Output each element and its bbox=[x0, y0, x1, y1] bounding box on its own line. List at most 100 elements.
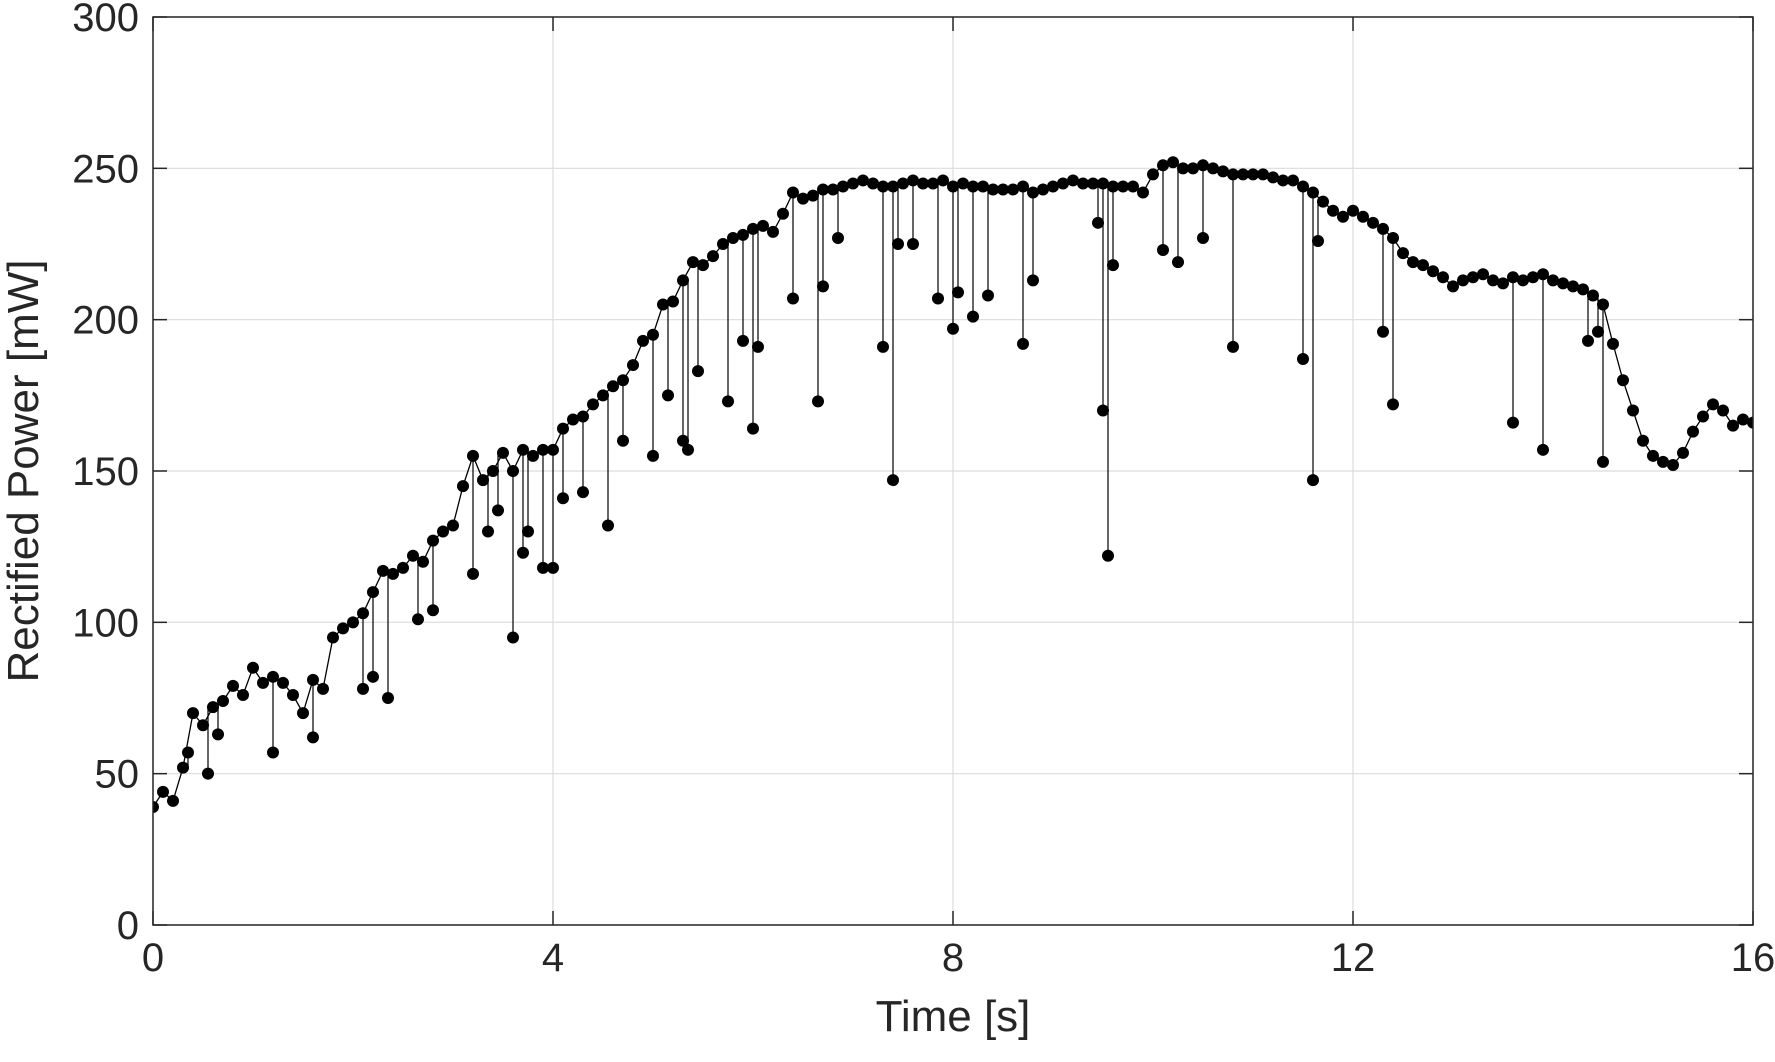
data-point bbox=[1237, 168, 1249, 181]
data-point bbox=[347, 616, 359, 629]
data-point bbox=[167, 794, 179, 807]
data-point bbox=[1187, 162, 1199, 175]
dropout-point bbox=[1597, 455, 1609, 468]
dropout-point bbox=[517, 546, 529, 559]
dropout-point bbox=[202, 767, 214, 780]
data-point bbox=[417, 555, 429, 568]
data-point bbox=[1217, 165, 1229, 178]
y-axis-label: Rectified Power [mW] bbox=[0, 260, 48, 683]
dropout-point bbox=[382, 692, 394, 704]
data-point bbox=[1027, 186, 1039, 199]
data-point bbox=[947, 180, 959, 193]
y-tick-label: 100 bbox=[72, 601, 139, 645]
dropout-point bbox=[367, 670, 379, 683]
dropout-point bbox=[947, 322, 959, 335]
data-point bbox=[447, 519, 459, 532]
data-point bbox=[1297, 180, 1309, 193]
data-point bbox=[1747, 416, 1753, 429]
data-point bbox=[717, 238, 729, 250]
dropout-point bbox=[1157, 244, 1169, 257]
dropout-point bbox=[1307, 474, 1319, 487]
data-point bbox=[1507, 271, 1519, 284]
dropout-point bbox=[877, 340, 889, 353]
dropout-point bbox=[737, 334, 749, 347]
data-point bbox=[1567, 280, 1579, 293]
data-point bbox=[1377, 222, 1389, 235]
data-point bbox=[507, 465, 519, 477]
data-point bbox=[887, 180, 899, 193]
data-point bbox=[1367, 216, 1379, 229]
dropout-point bbox=[1197, 231, 1209, 244]
data-point bbox=[1317, 195, 1329, 208]
data-point bbox=[1627, 404, 1639, 417]
data-point bbox=[517, 443, 529, 456]
dropout-point bbox=[212, 728, 224, 741]
plot-area bbox=[153, 156, 1753, 813]
dropout-point bbox=[682, 443, 694, 456]
data-point bbox=[1657, 455, 1669, 468]
dropout-point bbox=[492, 504, 504, 517]
data-point bbox=[497, 446, 509, 459]
data-point bbox=[1557, 277, 1569, 290]
dropout-point bbox=[482, 525, 494, 538]
data-point bbox=[1277, 174, 1289, 187]
dropout-point bbox=[522, 525, 534, 538]
y-tick-label: 200 bbox=[72, 299, 139, 343]
data-point bbox=[357, 607, 369, 620]
data-point bbox=[217, 695, 229, 708]
dropout-point bbox=[1592, 325, 1604, 338]
dropout-point bbox=[507, 631, 519, 644]
data-point bbox=[1307, 186, 1319, 199]
data-point bbox=[1437, 271, 1449, 284]
data-point bbox=[1117, 180, 1129, 193]
dropout-point bbox=[662, 389, 674, 402]
data-point bbox=[527, 449, 539, 462]
dropout-point bbox=[1537, 443, 1549, 456]
data-point bbox=[153, 800, 159, 813]
data-point bbox=[587, 398, 599, 411]
data-point bbox=[337, 622, 349, 635]
data-point bbox=[407, 549, 419, 562]
data-point bbox=[1467, 271, 1479, 284]
data-point bbox=[1147, 168, 1159, 181]
data-point bbox=[237, 688, 249, 701]
data-point bbox=[1037, 183, 1049, 196]
data-point bbox=[1407, 256, 1419, 269]
y-tick-label: 250 bbox=[72, 147, 139, 191]
dropout-point bbox=[647, 449, 659, 462]
data-point bbox=[1347, 204, 1359, 217]
data-point bbox=[317, 682, 329, 695]
data-point bbox=[1737, 413, 1749, 426]
data-point bbox=[1617, 374, 1629, 387]
data-point bbox=[1537, 268, 1549, 281]
data-point bbox=[1707, 398, 1719, 411]
data-point bbox=[377, 564, 389, 577]
data-point bbox=[777, 207, 789, 220]
data-point bbox=[1287, 174, 1299, 187]
data-point bbox=[567, 413, 579, 426]
dropout-point bbox=[427, 604, 439, 617]
dropout-point bbox=[617, 434, 629, 447]
data-point bbox=[697, 259, 709, 272]
data-point bbox=[1447, 280, 1459, 293]
dropout-point bbox=[932, 292, 944, 305]
data-point bbox=[537, 443, 549, 456]
data-point bbox=[877, 180, 889, 193]
axis-ticks: 0 4 8 12 16 0 50 100 150 200 250 300 bbox=[72, 0, 1775, 980]
data-point bbox=[207, 701, 219, 714]
data-point bbox=[657, 298, 669, 311]
data-point bbox=[477, 474, 489, 487]
data-point bbox=[557, 422, 569, 435]
data-point bbox=[1587, 289, 1599, 302]
data-point bbox=[927, 177, 939, 190]
data-point bbox=[617, 374, 629, 387]
data-point bbox=[547, 443, 559, 456]
data-point bbox=[1197, 159, 1209, 172]
dropout-point bbox=[1172, 256, 1184, 269]
data-point bbox=[867, 177, 879, 190]
data-point bbox=[637, 334, 649, 347]
dropout-point bbox=[1092, 216, 1104, 229]
data-point bbox=[737, 228, 749, 241]
data-point bbox=[767, 225, 779, 238]
